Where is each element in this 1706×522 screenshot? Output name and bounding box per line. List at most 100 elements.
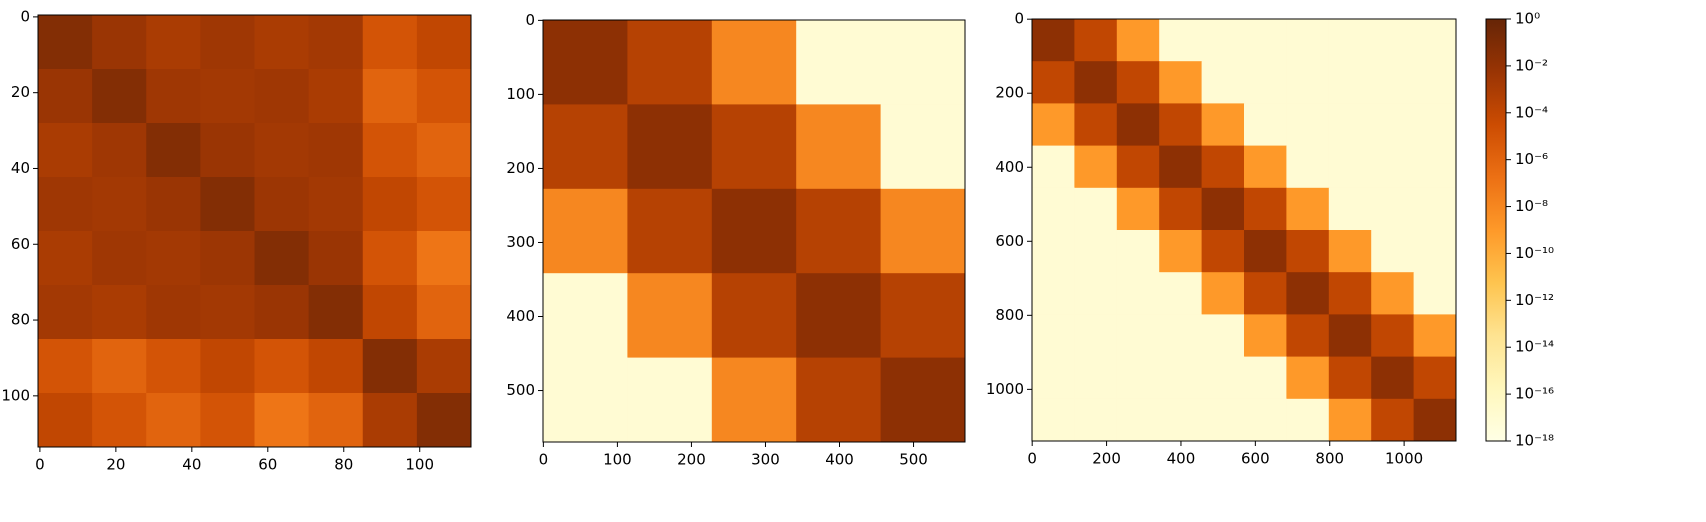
- heatmap-cell: [627, 273, 713, 359]
- heatmap-cell: [1116, 230, 1160, 273]
- heatmap-cell: [1371, 145, 1415, 189]
- heatmap-cell: [92, 393, 147, 448]
- heatmap-cell: [1413, 356, 1457, 400]
- heatmap-cell: [1159, 356, 1203, 400]
- x-tick-label: 60: [258, 456, 277, 474]
- heatmap-cell: [38, 231, 93, 286]
- heatmap-cell: [1286, 187, 1330, 231]
- colorbar-tick-label: 10⁻¹⁰: [1515, 244, 1554, 262]
- heatmap-cell: [146, 231, 201, 286]
- heatmap-cell: [308, 123, 364, 178]
- heatmap-cell: [1032, 272, 1075, 315]
- heatmap-cell: [1286, 61, 1330, 104]
- heatmap-cell: [92, 177, 147, 232]
- heatmap-cell: [38, 123, 93, 178]
- x-tick-label: 80: [334, 456, 353, 474]
- heatmap-cell: [200, 15, 255, 70]
- heatmap-cell: [1328, 145, 1372, 189]
- heatmap-cell: [254, 69, 310, 124]
- heatmap-cell: [1371, 314, 1415, 358]
- y-tick-label: 800: [995, 306, 1024, 324]
- heatmap-cell: [1413, 187, 1457, 231]
- x-tick-label: 200: [1092, 450, 1121, 468]
- heatmap-cell: [1244, 314, 1287, 358]
- heatmap-cell: [1328, 356, 1372, 400]
- heatmap-cell: [362, 177, 418, 232]
- heatmap-cell: [200, 393, 255, 448]
- heatmap-cell: [711, 20, 797, 105]
- heatmap-cell: [254, 123, 310, 178]
- heatmap-cell: [1032, 61, 1075, 104]
- heatmap-cell: [200, 285, 255, 340]
- heatmap-cell: [1244, 103, 1287, 147]
- heatmap-cell: [1286, 272, 1330, 315]
- heatmap-cell: [1032, 187, 1075, 231]
- heatmap-cell: [1413, 398, 1457, 442]
- heatmap-cell: [416, 177, 472, 232]
- heatmap-cell: [1116, 187, 1160, 231]
- heatmap-cell: [308, 339, 364, 394]
- heatmap-cell: [254, 339, 310, 394]
- colorbar-tick-label: 10⁻¹⁴: [1515, 338, 1554, 356]
- heatmap-cell: [146, 393, 201, 448]
- heatmap-cell: [880, 357, 966, 443]
- y-tick-label: 1000: [986, 380, 1024, 398]
- colorbar-tick-label: 10⁻⁶: [1515, 150, 1548, 168]
- heatmap-cell: [1286, 145, 1330, 189]
- heatmap-cell: [308, 231, 364, 286]
- heatmap-cell: [1286, 356, 1330, 400]
- heatmap-cell: [92, 285, 147, 340]
- heatmap-cell: [1413, 61, 1457, 104]
- heatmap-cell: [1159, 61, 1203, 104]
- heatmap-cell: [362, 285, 418, 340]
- x-tick-label: 100: [603, 451, 632, 469]
- heatmap-cell: [1032, 230, 1075, 273]
- heatmap-cell: [1032, 398, 1075, 442]
- heatmap-cell: [1159, 230, 1203, 273]
- heatmap-cell: [1159, 187, 1203, 231]
- heatmap-cell: [362, 15, 418, 70]
- y-tick-label: 20: [11, 83, 30, 101]
- x-tick-label: 600: [1241, 450, 1270, 468]
- heatmap-cell: [146, 285, 201, 340]
- heatmap-cell: [1244, 187, 1287, 231]
- heatmap-cell: [308, 177, 364, 232]
- heatmap-cell: [1074, 314, 1118, 358]
- heatmap-cell: [38, 177, 93, 232]
- heatmap-cell: [1116, 398, 1160, 442]
- heatmap-cell: [1201, 356, 1245, 400]
- heatmap-cell: [200, 69, 255, 124]
- x-tick-label: 1000: [1385, 450, 1423, 468]
- heatmap-cell: [1201, 272, 1245, 315]
- y-tick-label: 200: [506, 159, 535, 177]
- y-tick-label: 80: [11, 311, 30, 329]
- heatmap-cell: [880, 188, 966, 274]
- heatmap-cell: [1328, 19, 1372, 62]
- heatmap-cell: [1032, 356, 1075, 400]
- colorbar-tick-label: 10⁻⁸: [1515, 197, 1548, 215]
- y-tick-label: 0: [525, 11, 535, 29]
- heatmap-cell: [880, 273, 966, 359]
- heatmap-cell: [1074, 356, 1118, 400]
- heatmap-cell: [1074, 61, 1118, 104]
- heatmap-cell: [1244, 230, 1287, 273]
- heatmap-cell: [254, 393, 310, 448]
- x-tick-label: 0: [539, 451, 549, 469]
- heatmap-cell: [416, 231, 472, 286]
- heatmap-cell: [200, 123, 255, 178]
- heatmap-cell: [1074, 272, 1118, 315]
- heatmap-cell: [1371, 61, 1415, 104]
- x-tick-label: 800: [1315, 450, 1344, 468]
- heatmap-cell: [416, 69, 472, 124]
- x-tick-label: 200: [677, 451, 706, 469]
- heatmap-cell: [1328, 103, 1372, 147]
- heatmap-cell: [146, 15, 201, 70]
- y-tick-label: 500: [506, 381, 535, 399]
- colorbar-tick-label: 10⁻¹²: [1515, 291, 1554, 309]
- axes-frame: [37, 14, 472, 448]
- heatmap-cell: [38, 285, 93, 340]
- heatmap-cell: [1074, 398, 1118, 442]
- heatmap-cell: [416, 123, 472, 178]
- heatmap-cell: [627, 104, 713, 190]
- heatmap-cell: [1201, 314, 1245, 358]
